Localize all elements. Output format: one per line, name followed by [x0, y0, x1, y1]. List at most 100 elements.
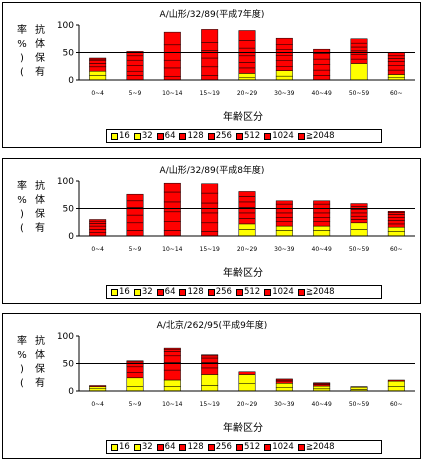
bar-segment	[89, 229, 107, 233]
legend-swatch	[264, 288, 272, 296]
bar-segment	[163, 347, 181, 350]
bar-segment	[163, 201, 181, 213]
y-axis-label-char: 保	[35, 51, 45, 64]
legend-item: 512	[235, 287, 260, 297]
x-tick-label: 5~9	[129, 401, 142, 408]
y-axis-label-char: 体	[35, 349, 45, 361]
y-axis-label-char: 有	[35, 65, 45, 78]
bar-segment	[89, 60, 107, 64]
legend-item: ≧2048	[297, 287, 335, 297]
bar-segment	[387, 217, 405, 221]
bar-segment	[89, 219, 107, 222]
legend-item: 1024	[264, 287, 294, 297]
legend-item: 16	[111, 442, 130, 452]
bar-segment	[89, 75, 107, 81]
legend-label: 128	[187, 287, 204, 297]
legend-item: 16	[111, 131, 130, 141]
bar-segment	[126, 222, 144, 231]
bar-segment	[201, 66, 219, 76]
legend-label: 64	[164, 287, 176, 297]
bar-segment	[126, 386, 144, 392]
bar-segment	[238, 47, 256, 57]
bar-segment	[387, 214, 405, 218]
legend-swatch	[297, 288, 305, 296]
legend-item: 16	[111, 287, 130, 297]
bar-segment	[313, 208, 331, 214]
legend-label: ≧2048	[305, 287, 335, 297]
legend-label: 128	[187, 442, 204, 452]
bar-segment	[201, 42, 219, 51]
bar-segment	[126, 55, 144, 61]
x-tick-label: 10~14	[162, 401, 182, 408]
legend-swatch	[179, 288, 187, 296]
x-tick-label: 30~39	[274, 90, 294, 97]
bar-segment	[275, 225, 293, 231]
y-axis-label-char: 保	[35, 362, 45, 375]
legend-swatch	[264, 443, 272, 451]
bar-segment	[201, 354, 219, 357]
x-tick-label: 40~49	[312, 401, 332, 408]
x-tick-label: 15~19	[200, 401, 220, 408]
bar-segment	[201, 212, 219, 224]
chart-legend: 16 32 64 128 256 512 1024 ≧2048	[106, 285, 382, 299]
bar-segment	[350, 206, 368, 210]
legend-label: 512	[243, 442, 261, 452]
bar-segment	[201, 202, 219, 214]
y-axis-label-char: 抗	[35, 334, 45, 347]
legend-label: 1024	[272, 287, 294, 297]
bar-segment	[238, 191, 256, 197]
bar-segment	[275, 380, 293, 384]
chart-panel-2: A/山形/32/89(平成8年度) 抗体保有 率%) (0 50 100 0~4 5~9 10~…	[2, 158, 421, 304]
legend-swatch	[235, 288, 243, 296]
legend-swatch	[235, 132, 243, 140]
bar-segment	[275, 212, 293, 218]
bar-segment	[387, 69, 405, 75]
bar-segment	[163, 386, 181, 392]
legend-item: 128	[179, 287, 204, 297]
bar-segment	[126, 51, 144, 57]
bar-segment	[275, 55, 293, 61]
legend-label: 256	[215, 442, 232, 452]
y-axis-label-char: 有	[35, 376, 45, 389]
bar-segment	[163, 379, 181, 387]
bar-segment	[387, 65, 405, 71]
bar-segment	[275, 75, 293, 81]
legend-item: 64	[156, 442, 175, 452]
bar-segment	[387, 220, 405, 225]
y-tick-label: 50	[63, 49, 75, 59]
legend-label: 32	[141, 287, 153, 297]
bar-segment	[350, 215, 368, 220]
bar-segment	[163, 230, 181, 237]
bar-segment	[313, 203, 331, 209]
legend-label: 32	[141, 442, 153, 452]
x-tick-label: 50~59	[349, 90, 369, 97]
bar-segment	[238, 212, 256, 219]
legend-swatch	[297, 132, 305, 140]
bar-segment	[387, 223, 405, 228]
bar-segment	[201, 355, 219, 359]
bar-segment	[163, 44, 181, 53]
bar-segment	[275, 203, 293, 209]
bar-segment	[238, 218, 256, 225]
legend-swatch	[235, 443, 243, 451]
bar-segment	[275, 383, 293, 388]
bar-segment	[350, 54, 368, 60]
y-axis-label-char: 率	[17, 23, 27, 36]
bar-segment	[201, 222, 219, 232]
bar-segment	[275, 200, 293, 205]
y-tick-label: 100	[57, 177, 74, 187]
bar-segment	[238, 30, 256, 41]
bar-segment	[89, 70, 107, 76]
legend-swatch	[133, 288, 141, 296]
legend-label: 32	[141, 131, 153, 141]
legend-swatch	[111, 288, 118, 296]
chart-legend: 16 32 64 128 256 512 1024 ≧2048	[106, 129, 382, 143]
x-tick-label: 60~	[390, 246, 403, 253]
bar-segment	[163, 355, 181, 363]
y-axis-label-char: 抗	[35, 23, 45, 36]
chart-title: A/北京/262/95(平成9年度)	[157, 319, 268, 331]
bar-segment	[275, 70, 293, 77]
x-tick-label: 50~59	[349, 401, 369, 408]
y-tick-label: 50	[63, 205, 75, 215]
bar-segment	[89, 63, 107, 68]
